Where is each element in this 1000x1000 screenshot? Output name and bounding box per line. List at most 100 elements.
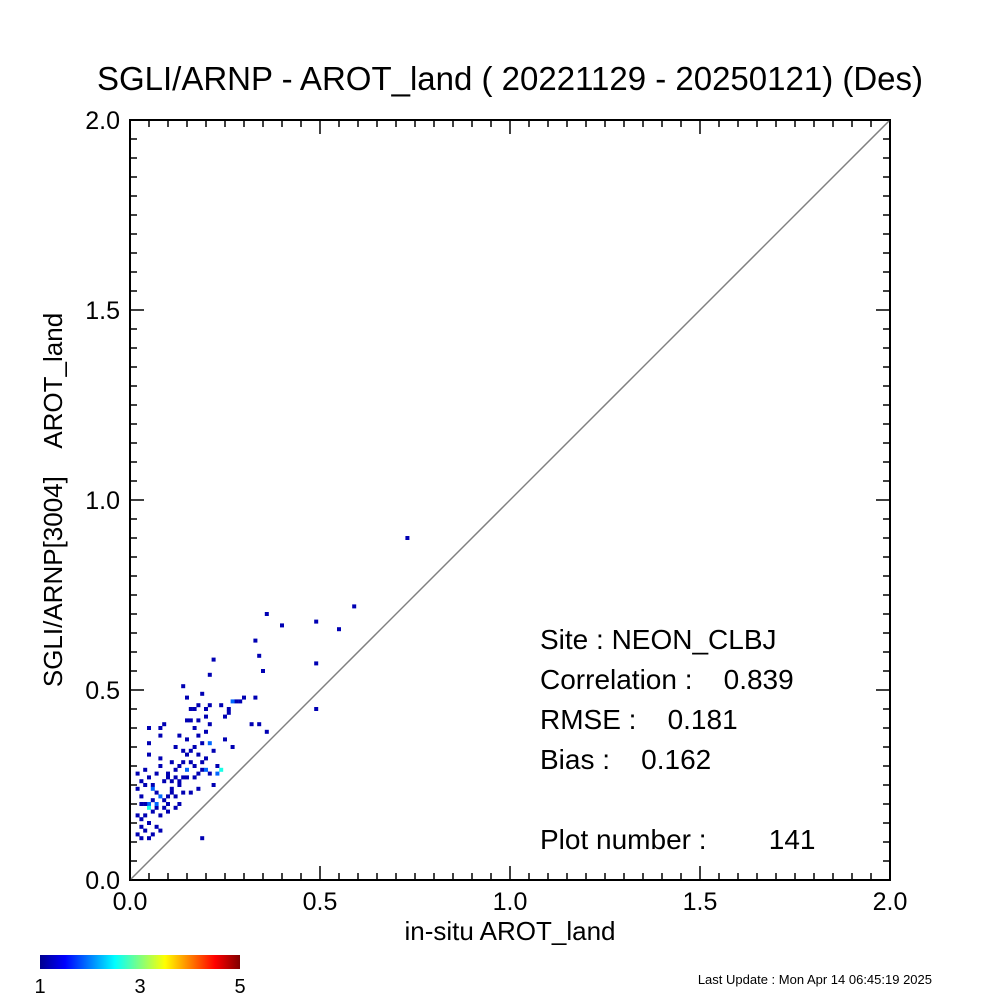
data-point xyxy=(314,661,319,666)
stat-correlation: Correlation : 0.839 xyxy=(540,664,794,695)
data-point xyxy=(207,703,212,708)
data-point xyxy=(177,783,182,787)
data-point xyxy=(192,726,197,730)
data-point xyxy=(158,828,163,833)
data-point xyxy=(166,809,170,814)
data-point xyxy=(147,802,151,806)
data-point xyxy=(173,745,178,749)
data-point xyxy=(143,767,148,772)
x-tick-label: 0.5 xyxy=(303,888,338,916)
data-point xyxy=(257,653,262,658)
one-to-one-line xyxy=(129,119,891,881)
data-point xyxy=(147,741,151,746)
data-point xyxy=(207,741,212,746)
data-point xyxy=(185,737,189,742)
data-point xyxy=(200,760,205,765)
data-point xyxy=(143,783,148,787)
data-point xyxy=(242,695,246,700)
chart-title: SGLI/ARNP - AROT_land ( 20221129 - 20250… xyxy=(97,60,923,97)
data-point xyxy=(204,767,208,772)
data-point xyxy=(166,802,170,806)
data-point xyxy=(280,623,284,628)
data-point xyxy=(177,779,182,784)
data-point xyxy=(143,813,148,818)
data-point xyxy=(158,726,163,730)
data-point xyxy=(204,714,208,719)
y-tick-label: 0.0 xyxy=(85,867,120,895)
data-point xyxy=(147,775,151,780)
data-point xyxy=(177,764,182,768)
data-point xyxy=(158,764,163,768)
data-point xyxy=(196,703,201,708)
data-point xyxy=(196,771,201,776)
data-point xyxy=(253,695,258,700)
stat-site: Site : NEON_CLBJ xyxy=(540,624,777,655)
y-axis-label: SGLI/ARNP[3004] AROT_land xyxy=(38,313,68,687)
data-point xyxy=(181,775,186,780)
data-point xyxy=(196,733,201,738)
x-tick-label: 1.5 xyxy=(683,888,718,916)
data-point xyxy=(173,775,178,780)
data-point xyxy=(204,707,208,711)
data-point xyxy=(211,748,216,753)
data-point xyxy=(192,764,197,768)
data-point xyxy=(314,619,319,624)
data-point xyxy=(147,821,151,825)
colorbar xyxy=(40,955,240,969)
data-point xyxy=(173,805,178,810)
scatter-points xyxy=(135,536,410,841)
data-point xyxy=(207,722,212,727)
data-point xyxy=(181,760,186,765)
data-point xyxy=(147,752,151,757)
x-tick-labels: 0.0 0.5 1.0 1.5 2.0 xyxy=(113,888,908,916)
data-point xyxy=(230,745,235,749)
data-point xyxy=(264,729,269,734)
data-point xyxy=(215,771,220,776)
data-point xyxy=(192,775,197,780)
data-point xyxy=(150,832,155,837)
data-point xyxy=(185,775,189,780)
data-point xyxy=(219,703,224,708)
data-point xyxy=(314,707,319,711)
colorbar-label-max: 5 xyxy=(234,976,245,998)
data-point xyxy=(139,836,144,841)
data-point xyxy=(337,627,341,632)
stat-plot-number: Plot number : 141 xyxy=(540,824,815,855)
last-update: Last Update : Mon Apr 14 06:45:19 2025 xyxy=(698,972,932,987)
data-point xyxy=(264,612,269,616)
data-point xyxy=(249,722,254,727)
data-point xyxy=(173,794,178,799)
data-point xyxy=(166,775,170,780)
data-point xyxy=(261,669,265,673)
data-point xyxy=(185,695,189,700)
data-point xyxy=(207,771,212,776)
stat-bias: Bias : 0.162 xyxy=(540,744,711,775)
data-point xyxy=(154,824,159,829)
data-point xyxy=(238,699,243,704)
colorbar-label-min: 1 xyxy=(34,976,45,998)
x-tick-label: 0.0 xyxy=(113,888,148,916)
data-point xyxy=(139,817,144,822)
data-point xyxy=(147,726,151,730)
data-point xyxy=(200,741,205,746)
data-point xyxy=(223,714,227,719)
data-point xyxy=(135,813,140,818)
data-point xyxy=(196,752,201,757)
data-point xyxy=(192,707,197,711)
data-point xyxy=(147,836,151,841)
data-point xyxy=(405,536,410,540)
data-point xyxy=(166,794,170,799)
data-point xyxy=(188,760,193,765)
data-point xyxy=(162,722,167,727)
data-point xyxy=(154,790,159,795)
y-tick-label: 0.5 xyxy=(85,677,120,705)
y-tick-label: 2.0 xyxy=(85,107,120,135)
data-point xyxy=(169,779,174,784)
data-point xyxy=(188,718,193,723)
data-point xyxy=(223,737,227,742)
data-point xyxy=(139,779,144,784)
data-point xyxy=(154,771,159,776)
data-point xyxy=(143,802,148,806)
data-point xyxy=(169,790,174,795)
